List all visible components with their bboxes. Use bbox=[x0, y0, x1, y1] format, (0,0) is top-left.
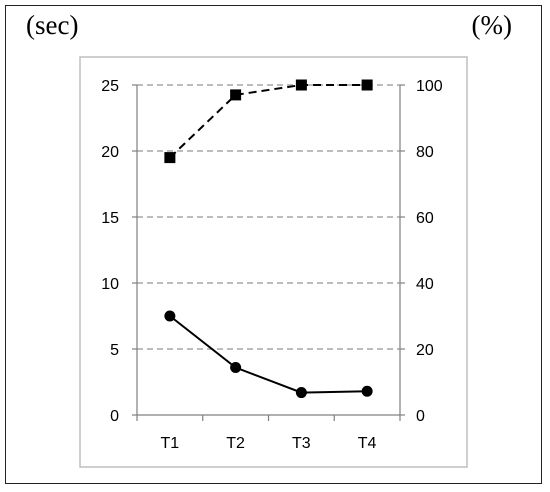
x-tick-label: T3 bbox=[292, 435, 311, 452]
data-series bbox=[164, 79, 373, 399]
data-point-square bbox=[164, 152, 176, 164]
series-line-2 bbox=[169, 315, 368, 394]
right-tick-label: 100 bbox=[416, 78, 443, 95]
x-tick-label: T1 bbox=[161, 435, 180, 452]
left-tick-label: 5 bbox=[110, 342, 119, 359]
chart-frame bbox=[5, 5, 542, 484]
x-tick-label: T4 bbox=[358, 435, 377, 452]
axes bbox=[132, 84, 405, 421]
left-tick-label: 0 bbox=[110, 408, 119, 425]
left-axis-unit: (sec) bbox=[26, 10, 79, 40]
right-tick-label: 40 bbox=[416, 276, 434, 293]
right-axis-ticks: 0 20 40 60 80 100 bbox=[416, 78, 443, 425]
data-point-square bbox=[230, 89, 242, 101]
data-point-square bbox=[361, 79, 373, 91]
left-tick-label: 20 bbox=[101, 144, 119, 161]
right-axis-unit: (%) bbox=[471, 10, 512, 40]
left-tick-label: 15 bbox=[101, 210, 119, 227]
left-tick-label: 10 bbox=[101, 276, 119, 293]
data-point-circle bbox=[230, 361, 242, 373]
right-tick-label: 60 bbox=[416, 210, 434, 227]
right-tick-label: 0 bbox=[416, 408, 425, 425]
right-tick-label: 20 bbox=[416, 342, 434, 359]
data-point-circle bbox=[164, 310, 176, 322]
x-axis-ticks: T1 T2 T3 T4 bbox=[161, 435, 377, 452]
left-tick-label: 25 bbox=[101, 78, 119, 95]
right-tick-label: 80 bbox=[416, 144, 434, 161]
gridlines bbox=[137, 84, 400, 350]
plot-area-border bbox=[79, 56, 468, 468]
data-point-circle bbox=[361, 385, 373, 397]
x-tick-label: T2 bbox=[226, 435, 245, 452]
left-axis-ticks: 0 5 10 15 20 25 bbox=[101, 78, 119, 425]
series-line-1 bbox=[169, 84, 368, 159]
data-point-square bbox=[295, 79, 307, 91]
data-point-circle bbox=[295, 387, 307, 399]
